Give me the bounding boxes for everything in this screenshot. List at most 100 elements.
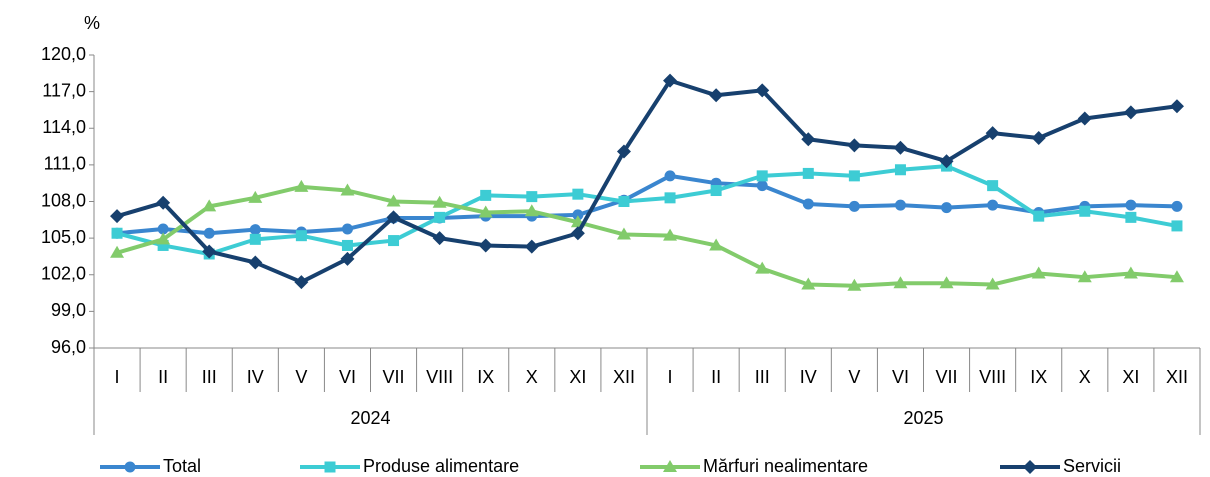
marker — [1079, 205, 1091, 217]
marker — [1077, 111, 1092, 126]
marker — [341, 223, 353, 235]
marker — [386, 194, 401, 207]
marker — [524, 239, 539, 254]
marker — [1031, 131, 1046, 146]
marker — [894, 164, 906, 176]
marker — [202, 199, 217, 212]
marker — [801, 277, 816, 290]
legend-label: Mărfuri nealimentare — [703, 456, 868, 476]
marker — [939, 154, 954, 169]
marker — [249, 224, 261, 236]
marker — [432, 231, 447, 246]
marker — [1033, 210, 1045, 222]
marker — [755, 261, 770, 274]
marker — [124, 461, 136, 473]
y-tick-label: 108,0 — [41, 190, 86, 210]
marker — [939, 276, 954, 289]
x-tick-label: VIII — [426, 367, 453, 387]
x-tick-label: IX — [477, 367, 494, 387]
marker — [663, 460, 677, 472]
marker — [386, 210, 401, 225]
group-label: 2025 — [903, 408, 943, 428]
marker — [802, 167, 814, 179]
marker — [893, 276, 908, 289]
series-line — [116, 184, 1178, 288]
marker — [985, 277, 1000, 290]
marker — [1169, 99, 1184, 114]
x-tick-label: I — [115, 367, 120, 387]
marker — [295, 230, 307, 242]
marker — [202, 244, 217, 259]
x-tick-label: VI — [339, 367, 356, 387]
marker — [570, 226, 585, 241]
x-tick-label: V — [295, 367, 307, 387]
marker — [248, 255, 263, 270]
marker — [432, 195, 447, 208]
marker — [985, 126, 1000, 141]
x-tick-label: IX — [1030, 367, 1047, 387]
marker — [709, 238, 724, 251]
marker — [1171, 220, 1183, 232]
marker — [709, 88, 724, 103]
marker — [248, 190, 263, 203]
marker — [847, 138, 862, 153]
marker — [341, 239, 353, 251]
marker — [1125, 199, 1137, 211]
marker — [847, 278, 862, 291]
marker — [480, 189, 492, 201]
y-tick-label: 102,0 — [41, 264, 86, 284]
series-line — [116, 164, 1178, 256]
marker — [1023, 460, 1037, 474]
marker — [111, 227, 123, 239]
x-tick-label: X — [1079, 367, 1091, 387]
marker — [388, 235, 400, 247]
series-line — [116, 173, 1178, 236]
marker — [894, 199, 906, 211]
marker — [294, 179, 309, 192]
marker — [524, 204, 539, 217]
marker — [663, 73, 678, 88]
marker — [663, 228, 678, 241]
x-tick-label: VII — [383, 367, 405, 387]
marker — [526, 191, 538, 203]
legend-label: Total — [163, 456, 201, 476]
x-tick-label: X — [526, 367, 538, 387]
x-tick-label: XII — [613, 367, 635, 387]
marker — [941, 202, 953, 214]
marker — [616, 144, 631, 159]
marker — [1031, 266, 1046, 279]
marker — [1125, 211, 1137, 223]
marker — [802, 198, 814, 210]
x-tick-label: VII — [936, 367, 958, 387]
x-tick-label: IV — [800, 367, 817, 387]
marker — [110, 209, 125, 224]
marker — [987, 180, 999, 192]
x-tick-label: VIII — [979, 367, 1006, 387]
marker — [755, 83, 770, 98]
marker — [618, 196, 630, 207]
x-tick-label: XI — [569, 367, 586, 387]
x-tick-label: III — [202, 367, 217, 387]
legend-label: Servicii — [1063, 456, 1121, 476]
marker — [157, 239, 169, 251]
marker — [340, 183, 355, 196]
marker — [987, 199, 999, 211]
marker — [1169, 270, 1184, 283]
marker — [110, 245, 125, 258]
y-tick-label: 111,0 — [44, 154, 86, 174]
y-axis-label: % — [84, 13, 100, 33]
x-tick-label: II — [711, 367, 721, 387]
marker — [324, 461, 336, 473]
marker — [572, 209, 584, 221]
marker — [756, 170, 768, 182]
marker — [664, 192, 676, 204]
x-tick-label: III — [755, 367, 770, 387]
marker — [1123, 105, 1138, 120]
x-tick-label: XII — [1166, 367, 1188, 387]
marker — [801, 132, 816, 147]
marker — [893, 140, 908, 155]
marker — [249, 233, 261, 245]
marker — [1171, 200, 1183, 212]
x-tick-label: VI — [892, 367, 909, 387]
marker — [156, 195, 171, 210]
